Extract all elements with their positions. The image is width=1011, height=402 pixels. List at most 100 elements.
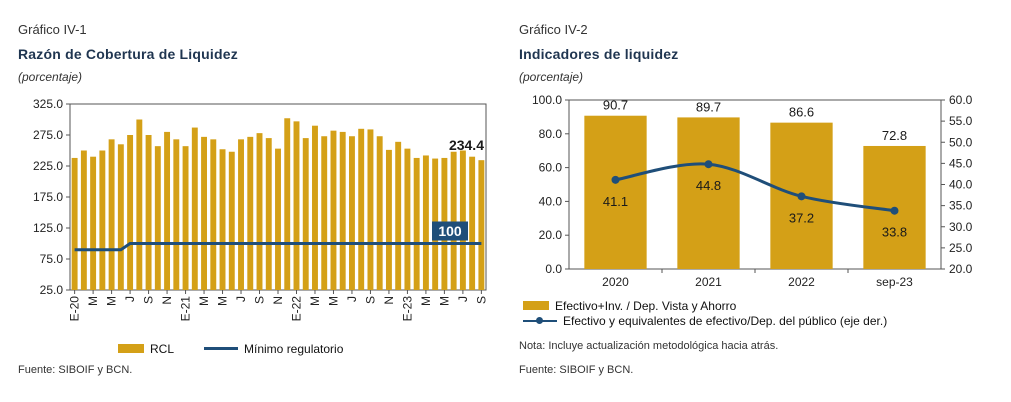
- y-tick-label: 275.0: [33, 128, 63, 142]
- x-tick-label: N: [382, 296, 396, 305]
- data-label-last: 234.4: [449, 137, 484, 153]
- bar: [191, 127, 198, 290]
- y2-tick-label: 55.0: [949, 114, 973, 128]
- bar: [201, 136, 208, 290]
- bar: [584, 115, 647, 269]
- x-tick-label: S: [142, 296, 156, 304]
- bar: [339, 131, 346, 290]
- minimo-label-box: [432, 221, 468, 241]
- legend-swatch-line: [523, 316, 557, 324]
- bar: [173, 139, 180, 290]
- x-tick-label: M: [197, 296, 211, 306]
- bar: [459, 150, 466, 290]
- bar: [127, 135, 134, 290]
- x-tick-label: J: [123, 296, 137, 302]
- y2-tick-label: 45.0: [949, 156, 973, 170]
- bar: [136, 119, 143, 290]
- chart-plot-right: 100.0 80.0 60.0 40.0 20.0 0.0 60.0 55.0 50.0 45.0…: [532, 93, 973, 289]
- chart-title: Razón de Cobertura de Liquidez: [18, 46, 238, 62]
- bar-data-label: 90.7: [603, 98, 628, 113]
- bar: [677, 117, 740, 269]
- y-tick-label: 0.0: [545, 262, 562, 276]
- bar: [385, 149, 392, 290]
- x-tick-label: E-20: [68, 296, 82, 322]
- line-data-label: 41.1: [603, 194, 628, 209]
- x-tick-label: S: [253, 296, 267, 304]
- legend-label-minimo: Mínimo regulatorio: [244, 341, 344, 356]
- bar: [358, 128, 365, 290]
- bar: [265, 138, 272, 290]
- y-tick-label: 225.0: [33, 159, 63, 173]
- bar: [247, 136, 254, 290]
- x-tick-label: N: [271, 296, 285, 305]
- x-tick-label: sep-23: [876, 275, 913, 289]
- x-tick-label: M: [105, 296, 119, 306]
- y-tick-label: 100.0: [532, 93, 562, 107]
- y-tick-label: 60.0: [539, 161, 563, 175]
- bar: [275, 148, 281, 290]
- bar: [478, 160, 485, 290]
- y-tick-label: 25.0: [40, 283, 64, 297]
- bar: [284, 118, 291, 290]
- y-tick-label: 325.0: [33, 97, 63, 111]
- x-tick-label: 2020: [602, 275, 629, 289]
- bar: [145, 135, 152, 290]
- line-data-label: 37.2: [789, 210, 814, 225]
- x-tick-label: E-21: [179, 296, 193, 322]
- bar: [413, 157, 420, 290]
- y-tick-label: 80.0: [539, 127, 563, 141]
- y-tick-label: 175.0: [33, 190, 63, 204]
- bar: [117, 144, 124, 290]
- bar: [404, 148, 411, 290]
- x-tick-label: 2022: [788, 275, 815, 289]
- legend-label-bars: Efectivo+Inv. / Dep. Vista y Ahorro: [555, 298, 737, 313]
- chart-unit: (porcentaje): [519, 70, 584, 84]
- bar: [164, 131, 171, 290]
- bar: [302, 138, 309, 290]
- x-tick-label: E-22: [289, 296, 303, 322]
- bar: [99, 150, 106, 290]
- bar-data-label: 89.7: [696, 99, 721, 114]
- y2-tick-label: 30.0: [949, 220, 973, 234]
- y-tick-label: 20.0: [539, 228, 563, 242]
- line-data-label: 44.8: [696, 178, 721, 193]
- bar: [210, 139, 217, 290]
- line-data-label: 33.8: [882, 225, 907, 240]
- bar: [108, 139, 115, 290]
- y2-tick-label: 60.0: [949, 93, 973, 107]
- legend: RCL Mínimo regulatorio: [118, 341, 343, 356]
- chart-source: Fuente: SIBOIF y BCN.: [18, 364, 133, 376]
- y2-tick-label: 40.0: [949, 178, 973, 192]
- bar: [376, 136, 383, 290]
- x-tick-label: M: [437, 296, 451, 306]
- chart-note: Nota: Incluye actualización metodológica…: [519, 340, 779, 352]
- y-tick-label: 40.0: [539, 194, 563, 208]
- y2-tick-label: 25.0: [949, 241, 973, 255]
- x-tick-label: J: [345, 296, 359, 302]
- legend-swatch-rcl: [118, 344, 144, 353]
- bar: [256, 133, 263, 290]
- line-point: [890, 206, 899, 215]
- legend-label-rcl: RCL: [150, 341, 175, 356]
- chart-tag: Gráfico IV-2: [519, 22, 588, 37]
- bar: [80, 150, 87, 290]
- minimo-label: 100: [438, 223, 462, 239]
- series-line-efectivo: [615, 162, 895, 213]
- bar: [238, 139, 244, 290]
- legend-swatch-bars: [523, 301, 549, 310]
- bar: [293, 121, 300, 290]
- bar: [219, 149, 226, 290]
- bar: [422, 155, 429, 290]
- chart-source: Fuente: SIBOIF y BCN.: [519, 364, 634, 376]
- chart-unit: (porcentaje): [18, 70, 83, 84]
- bar: [312, 125, 318, 290]
- bar: [348, 136, 355, 290]
- bar: [228, 151, 235, 290]
- series-line-minimo: [74, 242, 482, 252]
- bar: [469, 156, 476, 290]
- y-tick-label: 75.0: [40, 252, 64, 266]
- y-tick-label: 125.0: [33, 221, 63, 235]
- x-tick-label: M: [308, 296, 322, 306]
- bar: [395, 141, 402, 290]
